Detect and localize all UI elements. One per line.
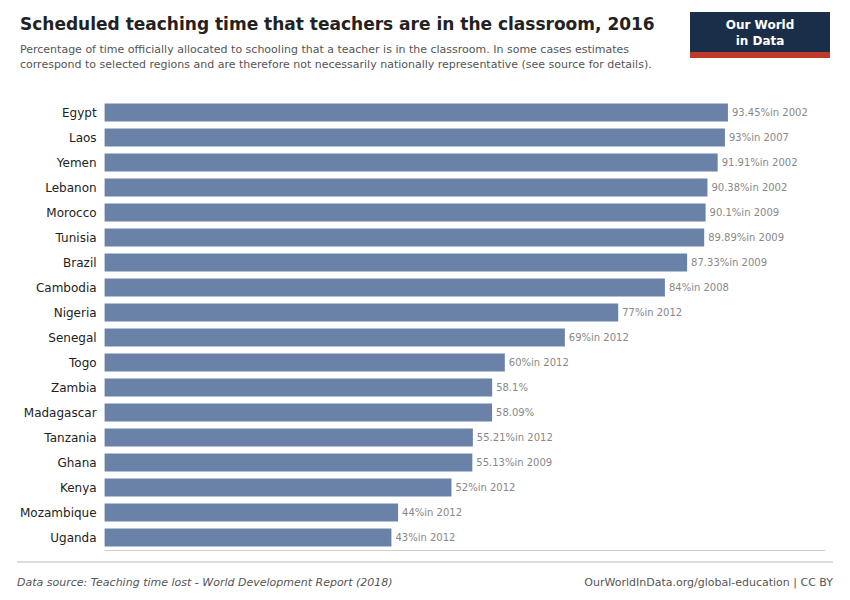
svg-text:93%in 2007: 93%in 2007 — [729, 132, 789, 143]
svg-text:44%in 2012: 44%in 2012 — [402, 507, 462, 518]
svg-text:89.89%in 2009: 89.89%in 2009 — [708, 232, 784, 243]
svg-text:Senegal: Senegal — [48, 331, 96, 345]
svg-text:OurWorldInData.org/global-educ: OurWorldInData.org/global-education | CC… — [584, 576, 833, 589]
svg-text:Scheduled teaching time that t: Scheduled teaching time that teachers ar… — [20, 14, 655, 34]
svg-text:77%in 2012: 77%in 2012 — [622, 307, 682, 318]
svg-text:Tunisia: Tunisia — [55, 231, 97, 245]
svg-text:60%in 2012: 60%in 2012 — [509, 357, 569, 368]
svg-text:91.91%in 2002: 91.91%in 2002 — [722, 157, 798, 168]
svg-text:Nigeria: Nigeria — [54, 306, 97, 320]
svg-text:Madagascar: Madagascar — [24, 406, 97, 420]
svg-text:87.33%in 2009: 87.33%in 2009 — [691, 257, 767, 268]
svg-text:Percentage of time officially: Percentage of time officially allocated … — [20, 43, 629, 56]
svg-text:Brazil: Brazil — [63, 256, 97, 270]
svg-text:58.09%: 58.09% — [496, 407, 534, 418]
svg-text:93.45%in 2002: 93.45%in 2002 — [732, 107, 808, 118]
svg-text:Morocco: Morocco — [46, 206, 96, 220]
svg-text:55.21%in 2012: 55.21%in 2012 — [477, 432, 553, 443]
svg-text:in Data: in Data — [736, 34, 785, 48]
svg-text:69%in 2012: 69%in 2012 — [569, 332, 629, 343]
svg-text:Mozambique: Mozambique — [20, 506, 97, 520]
svg-text:Togo: Togo — [68, 356, 97, 370]
svg-text:correspond to selected regions: correspond to selected regions and are t… — [20, 58, 652, 71]
svg-text:Zambia: Zambia — [51, 381, 97, 395]
svg-text:Tanzania: Tanzania — [43, 431, 96, 445]
svg-text:90.1%in 2009: 90.1%in 2009 — [710, 207, 780, 218]
svg-text:Data source: Teaching time los: Data source: Teaching time lost - World … — [17, 576, 393, 589]
svg-text:58.1%: 58.1% — [496, 382, 528, 393]
svg-text:90.38%in 2002: 90.38%in 2002 — [711, 182, 787, 193]
svg-text:Egypt: Egypt — [62, 106, 97, 120]
svg-text:Laos: Laos — [69, 131, 97, 145]
svg-text:Yemen: Yemen — [56, 156, 97, 170]
svg-text:52%in 2012: 52%in 2012 — [455, 482, 515, 493]
svg-text:Uganda: Uganda — [50, 531, 96, 545]
svg-text:43%in 2012: 43%in 2012 — [395, 532, 455, 543]
svg-text:Our World: Our World — [726, 18, 795, 32]
svg-text:Ghana: Ghana — [57, 456, 96, 470]
svg-text:84%in 2008: 84%in 2008 — [669, 282, 729, 293]
svg-text:55.13%in 2009: 55.13%in 2009 — [476, 457, 552, 468]
svg-text:Kenya: Kenya — [60, 481, 97, 495]
svg-text:Cambodia: Cambodia — [36, 281, 97, 295]
svg-text:Lebanon: Lebanon — [45, 181, 96, 195]
